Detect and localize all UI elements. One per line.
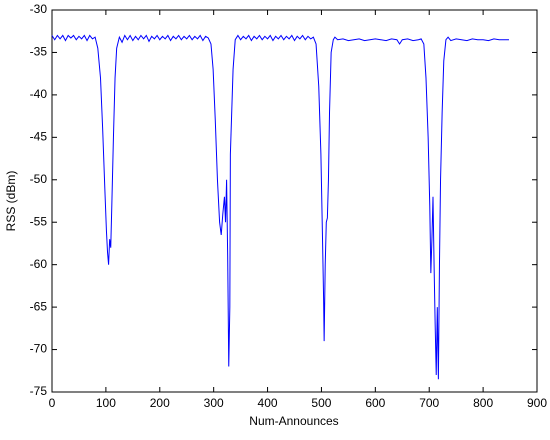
x-tick-label: 800	[473, 396, 493, 410]
x-tick-label: 700	[419, 396, 439, 410]
y-tick-label: -75	[30, 384, 48, 398]
y-tick-label: -45	[30, 130, 48, 144]
x-tick-label: 200	[150, 396, 170, 410]
y-tick-label: -70	[30, 342, 48, 356]
x-tick-label: 900	[527, 396, 547, 410]
y-tick-label: -50	[30, 172, 48, 186]
x-tick-label: 600	[365, 396, 385, 410]
y-tick-label: -65	[30, 299, 48, 313]
y-axis-label: RSS (dBm)	[4, 171, 18, 232]
y-tick-label: -60	[30, 257, 48, 271]
y-tick-label: -30	[30, 2, 48, 16]
x-tick-label: 500	[311, 396, 331, 410]
x-tick-label: 0	[49, 396, 56, 410]
y-tick-label: -35	[30, 45, 48, 59]
x-tick-label: 300	[204, 396, 224, 410]
y-tick-label: -55	[30, 214, 48, 228]
x-tick-label: 100	[96, 396, 116, 410]
x-axis-label: Num-Announces	[249, 414, 338, 428]
x-tick-label: 400	[258, 396, 278, 410]
plot-frame	[51, 9, 538, 393]
y-tick-label: -40	[30, 87, 48, 101]
data-line	[51, 34, 509, 380]
